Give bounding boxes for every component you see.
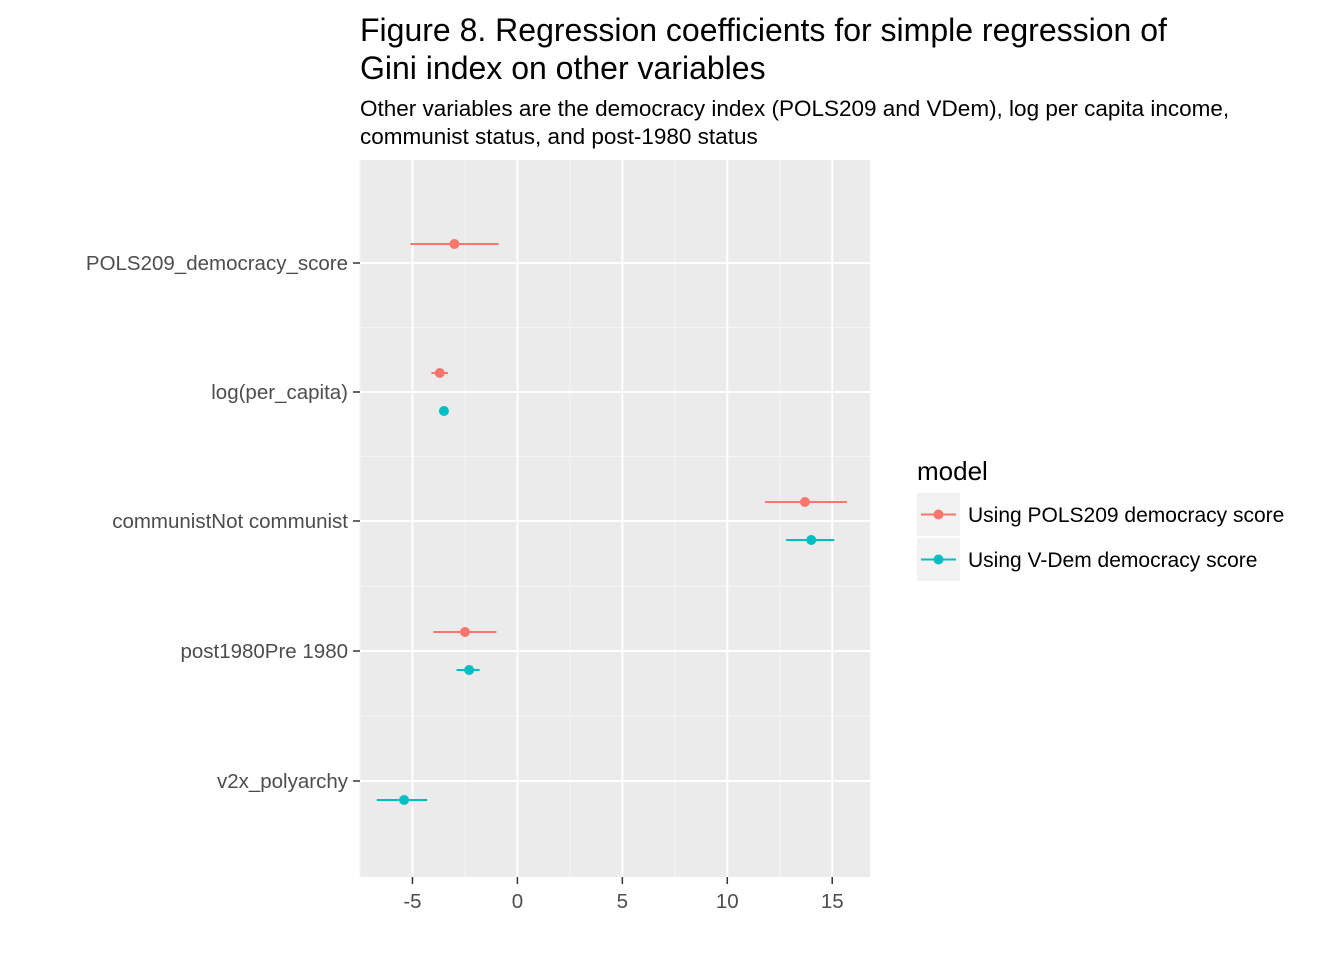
x-axis: -5 0 5 10 15 [403, 877, 844, 913]
panel-background [360, 160, 870, 877]
chart-subtitle-line: communist status, and post-1980 status [360, 124, 758, 149]
x-tick-label: 5 [617, 890, 628, 913]
x-tick-label: 15 [821, 890, 844, 913]
legend-label: Using V-Dem democracy score [968, 549, 1257, 572]
chart-subtitle-line: Other variables are the democracy index … [360, 96, 1229, 121]
y-axis: POLS209_democracy_score log(per_capita)co… [86, 252, 360, 793]
x-tick-label: 10 [716, 890, 739, 913]
legend-title: model [917, 456, 988, 486]
chart-title-line: Figure 8. Regression coefficients for si… [360, 12, 1167, 48]
chart-title-line: Gini index on other variables [360, 50, 766, 86]
subtitle-group: Other variables are the democracy index … [360, 96, 1229, 149]
x-tick-label: -5 [403, 890, 421, 913]
coefficient-point [799, 497, 810, 507]
coefficient-point [434, 368, 445, 378]
coefficient-point [459, 627, 470, 637]
y-tick-label: v2x_polyarchy [217, 770, 349, 793]
coefficient-point [464, 665, 475, 675]
legend-key-point [933, 509, 944, 520]
y-tick-label: communistNot communist [112, 510, 348, 533]
title-group: Figure 8. Regression coefficients for si… [360, 12, 1167, 86]
y-tick-label: log(per_capita) [211, 381, 348, 404]
coefficient-point [399, 795, 410, 805]
y-tick-label: post1980Pre 1980 [180, 640, 348, 663]
legend-label: Using POLS209 democracy score [968, 504, 1284, 527]
coefficient-point [438, 406, 449, 416]
legend: model Using POLS209 democracy score Using … [917, 456, 1284, 581]
coefficient-point [449, 239, 460, 249]
coefficient-point [806, 535, 817, 545]
y-tick-label: POLS209_democracy_score [86, 252, 348, 275]
chart-marks [376, 239, 847, 805]
x-tick-label: 0 [512, 890, 523, 913]
plot-panel [359, 160, 870, 877]
legend-key-point [933, 554, 944, 565]
